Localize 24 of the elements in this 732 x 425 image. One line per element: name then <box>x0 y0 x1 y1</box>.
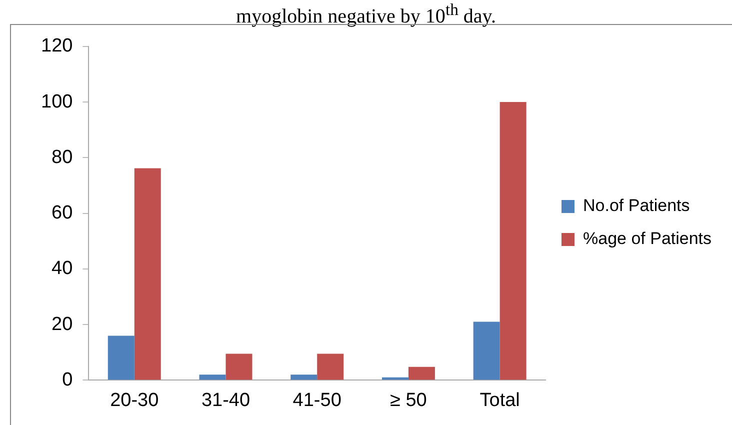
x-tick-label: 20-30 <box>110 390 159 411</box>
y-tick-label: 80 <box>52 146 73 168</box>
y-tick-label: 0 <box>62 369 73 390</box>
x-tick-label: ≥ 50 <box>390 390 427 411</box>
y-tick-label: 40 <box>52 258 73 280</box>
y-tick-label: 100 <box>41 91 73 112</box>
bar <box>226 354 252 380</box>
legend-label: %age of Patients <box>583 229 712 248</box>
y-tick-label: 60 <box>52 202 73 224</box>
bar <box>199 374 226 380</box>
x-tick-label: Total <box>480 390 520 411</box>
x-tick-label: 31-40 <box>201 390 250 411</box>
bar <box>473 322 500 380</box>
y-tick-label: 20 <box>52 314 73 335</box>
bar <box>134 168 161 380</box>
x-tick-label: 41-50 <box>292 390 342 411</box>
bar <box>317 354 344 380</box>
legend-label: No.of Patients <box>583 196 690 216</box>
chart-title: myoglobin negative by 10$^{th}$ day. <box>235 0 497 28</box>
y-tick-label: 120 <box>41 36 73 57</box>
bar <box>290 374 318 380</box>
bar <box>500 102 526 380</box>
bar <box>108 336 134 380</box>
bar <box>408 366 435 380</box>
